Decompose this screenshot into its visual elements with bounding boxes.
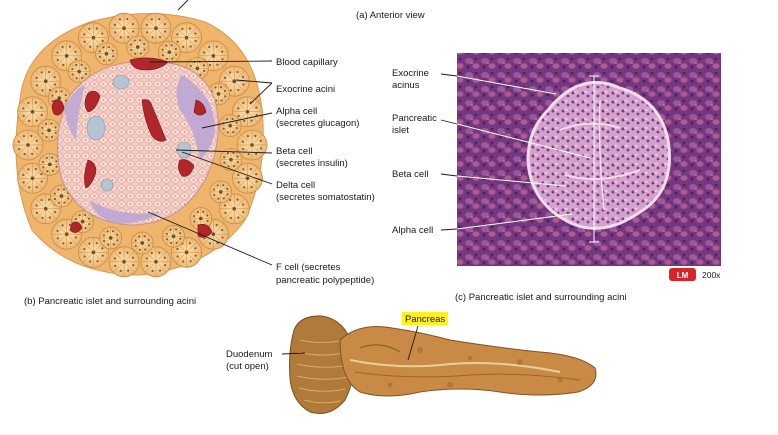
pancreas-highlight	[402, 312, 448, 325]
label-pancreatic-islet: Pancreatic	[392, 113, 437, 124]
acinus	[12, 129, 44, 161]
alpha-cells-region-lower	[90, 200, 160, 224]
label-duodenum: Duodenum	[226, 349, 273, 360]
label-f-cell-function: pancreatic polypeptide)	[276, 275, 374, 286]
acinus	[67, 60, 91, 83]
magnification-label: 200x	[702, 270, 721, 280]
acinus	[17, 162, 48, 194]
acinus	[232, 162, 263, 194]
lm-badge-text: LM	[677, 271, 689, 280]
label-micrograph-beta-cell: Beta cell	[392, 169, 428, 180]
acinus	[78, 236, 109, 268]
label-exocrine-acinus-2: acinus	[392, 80, 420, 91]
acinus	[51, 218, 83, 250]
light-micrograph	[457, 53, 721, 266]
micrograph-islet	[526, 80, 671, 230]
acinus	[157, 40, 181, 64]
acinus	[171, 22, 202, 54]
acinus	[38, 152, 62, 176]
acinus	[99, 226, 123, 250]
label-delta-cell: Delta cell	[276, 180, 315, 191]
label-exocrine-acinus: Exocrine	[392, 68, 429, 79]
exocrine-acini-ring	[12, 12, 268, 278]
panel-a-pointer	[177, 0, 189, 11]
lm-badge: LM	[669, 268, 696, 281]
label-duodenum-note: (cut open)	[226, 361, 269, 372]
acinus	[108, 246, 140, 278]
label-alpha-cell: Alpha cell	[276, 106, 317, 117]
label-blood-capillary: Blood capillary	[276, 57, 338, 68]
label-pancreas: Pancreas	[405, 314, 445, 325]
label-delta-cell-function: (secretes somatostatin)	[276, 192, 375, 203]
acinus	[219, 148, 243, 172]
label-beta-cell: Beta cell	[276, 146, 312, 157]
label-beta-cell-function: (secretes insulin)	[276, 158, 348, 169]
alpha-cells-region	[176, 75, 215, 160]
duodenum-leader	[281, 352, 306, 355]
acinus	[140, 246, 172, 278]
delta-cell-cluster	[112, 74, 130, 90]
acinus	[37, 118, 61, 142]
acinus	[130, 231, 154, 255]
drawing-labels: Blood capillary Exocrine acini Alpha cel…	[276, 57, 375, 286]
acinus	[162, 224, 185, 248]
acinus	[95, 42, 118, 66]
micrograph-labels: Exocrine acinus Pancreatic islet Beta ce…	[392, 68, 437, 236]
label-pancreatic-islet-2: islet	[392, 125, 409, 136]
acinus	[17, 96, 48, 128]
acinus	[126, 35, 150, 59]
pancreas-specimen	[289, 315, 597, 414]
pancreas-body-specimen	[339, 326, 597, 397]
islet-illustration	[12, 12, 268, 278]
micrograph-leader-lines	[440, 73, 591, 231]
label-micrograph-alpha-cell: Alpha cell	[392, 225, 433, 236]
label-exocrine-acini: Exocrine acini	[276, 84, 335, 95]
caption-a: (a) Anterior view	[356, 10, 425, 21]
alpha-cells-region-left	[64, 85, 85, 140]
acinus	[189, 207, 213, 230]
islet-bracket	[589, 75, 599, 243]
caption-b: (b) Pancreatic islet and surrounding aci…	[24, 296, 196, 307]
caption-c: (c) Pancreatic islet and surrounding aci…	[455, 292, 627, 303]
pancreas-leader	[407, 325, 419, 361]
acinus	[108, 12, 140, 44]
drawing-leader-lines	[147, 60, 273, 266]
label-f-cell: F cell (secretes	[276, 262, 341, 273]
delta-cell-cluster	[100, 178, 114, 192]
label-alpha-cell-function: (secretes glucagon)	[276, 118, 359, 129]
delta-cell-cluster	[86, 115, 106, 141]
acinus	[209, 180, 233, 204]
blood-capillaries	[51, 57, 213, 238]
acinus	[140, 12, 172, 44]
acinus	[218, 114, 242, 138]
acinus	[232, 96, 263, 128]
